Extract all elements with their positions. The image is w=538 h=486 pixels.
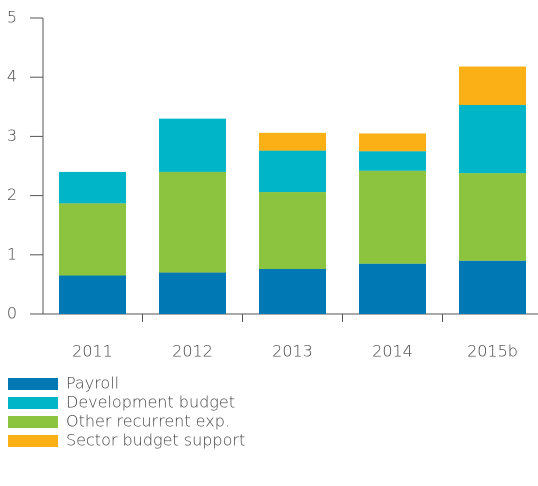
legend-swatch xyxy=(8,416,58,428)
bar-segment xyxy=(359,263,426,314)
bar-segment xyxy=(159,118,226,172)
x-tick-label: 2011 xyxy=(72,342,113,361)
bar-segment xyxy=(359,170,426,264)
x-tick-label: 2013 xyxy=(272,342,313,361)
bar-segment xyxy=(259,150,326,193)
legend-label: Sector budget support xyxy=(66,431,245,450)
legend-swatch xyxy=(8,397,58,409)
y-tick-label: 4 xyxy=(7,67,17,86)
bar-segment xyxy=(359,151,426,171)
y-tick-label: 5 xyxy=(7,8,17,27)
bar-segment xyxy=(459,105,526,174)
bar-segment xyxy=(459,260,526,314)
bar-segment xyxy=(159,272,226,314)
legend-swatch xyxy=(8,378,58,390)
bar-segment xyxy=(59,171,126,204)
bar-segment xyxy=(259,192,326,270)
bar-segment xyxy=(159,171,226,273)
x-tick-label: 2015b xyxy=(467,342,518,361)
legend-label: Other recurrent exp. xyxy=(66,412,230,431)
y-tick-label: 3 xyxy=(7,126,17,145)
bar-segment xyxy=(59,203,126,276)
x-tick-label: 2012 xyxy=(172,342,213,361)
bar-segment xyxy=(259,269,326,314)
bar-segment xyxy=(459,66,526,106)
y-tick-label: 2 xyxy=(7,185,17,204)
bar-segment xyxy=(359,133,426,152)
x-tick-label: 2014 xyxy=(372,342,413,361)
y-tick-label: 1 xyxy=(7,244,17,263)
legend-swatch xyxy=(8,435,58,447)
bar-segment xyxy=(259,132,326,151)
bar-segment xyxy=(59,275,126,314)
legend-label: Development budget xyxy=(66,393,235,412)
bar-segment xyxy=(459,173,526,261)
legend-label: Payroll xyxy=(66,374,119,393)
y-tick-label: 0 xyxy=(7,304,17,323)
